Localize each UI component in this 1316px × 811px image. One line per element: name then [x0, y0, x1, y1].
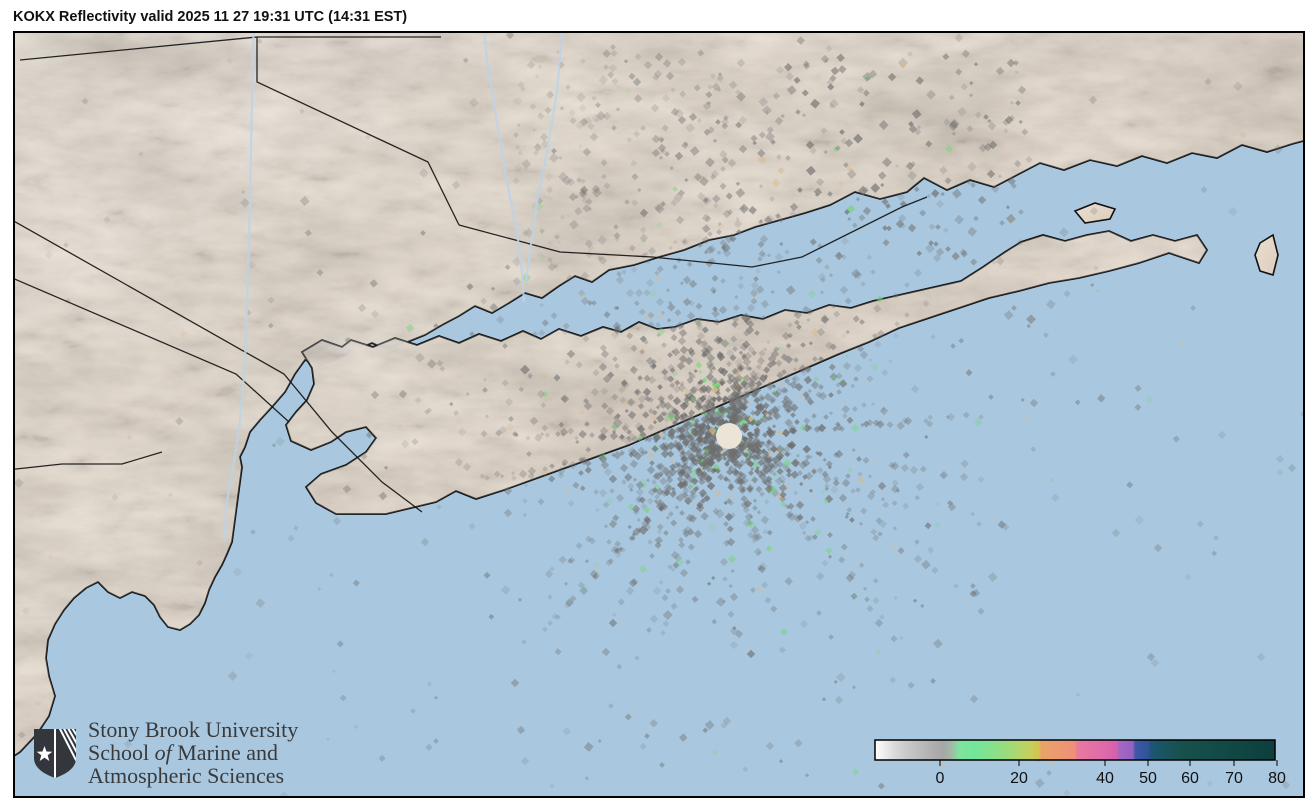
svg-text:20: 20 [1010, 770, 1028, 787]
svg-text:60: 60 [1181, 770, 1199, 787]
svg-text:70: 70 [1225, 770, 1243, 787]
svg-text:0: 0 [936, 770, 945, 787]
svg-text:80: 80 [1268, 770, 1286, 787]
svg-text:50: 50 [1139, 770, 1157, 787]
svg-text:40: 40 [1096, 770, 1114, 787]
